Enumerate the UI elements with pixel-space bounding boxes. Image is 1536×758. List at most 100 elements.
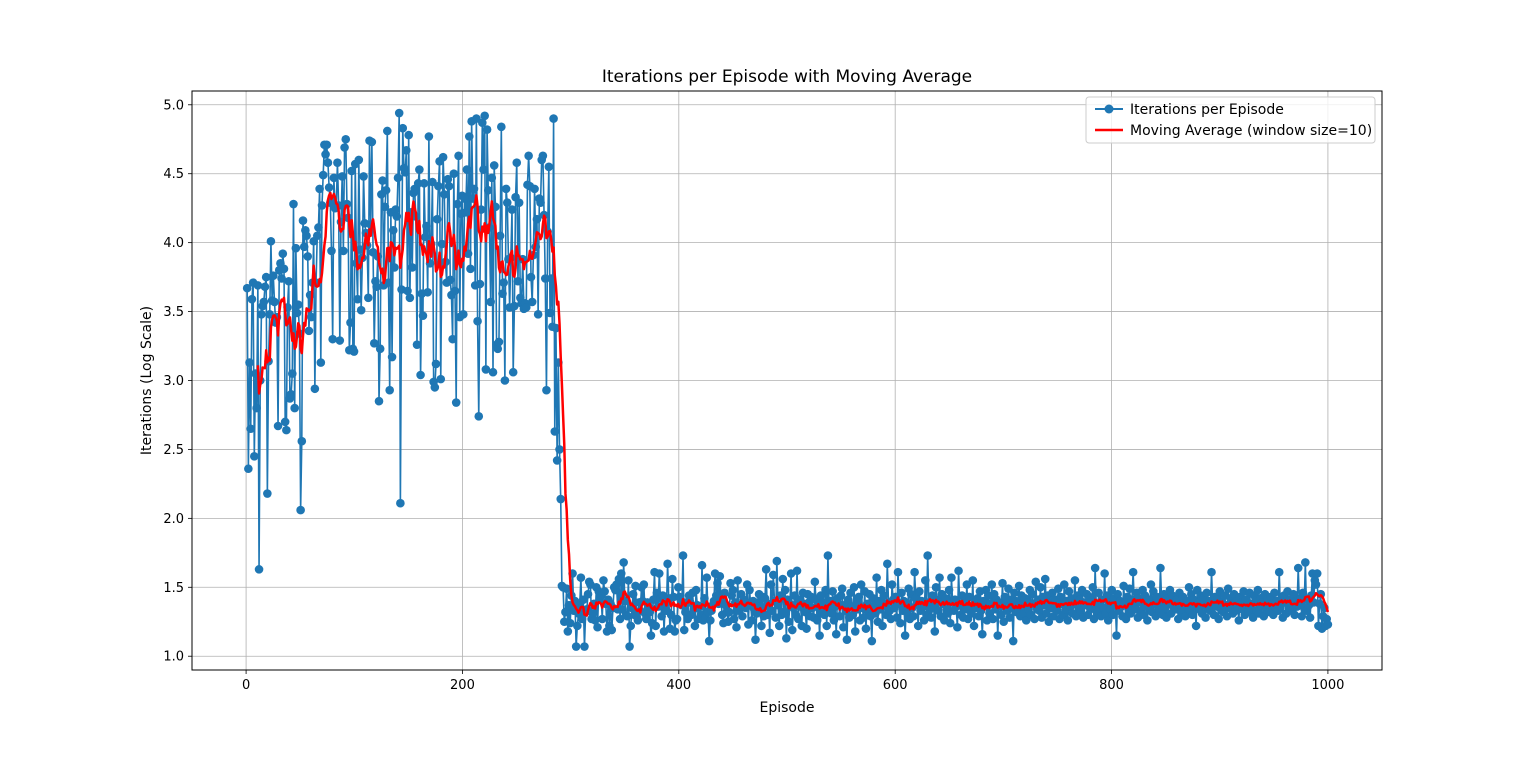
iterations-point xyxy=(246,424,256,434)
iterations-point xyxy=(887,580,897,589)
iterations-point xyxy=(624,576,633,585)
iterations-point xyxy=(597,614,607,624)
iterations-point xyxy=(752,609,761,618)
legend-label-iterations: Iterations per Episode xyxy=(1130,102,1284,118)
legend-box xyxy=(1085,96,1376,144)
iterations-point xyxy=(1156,563,1165,573)
iterations-point xyxy=(500,376,510,385)
iterations-point xyxy=(828,587,837,596)
iterations-point xyxy=(812,616,822,625)
iterations-point xyxy=(900,631,910,640)
iterations-point xyxy=(482,125,492,134)
iterations-point xyxy=(260,282,270,292)
x-tick-label: 0 xyxy=(242,678,250,693)
iterations-point xyxy=(413,179,423,188)
iterations-point xyxy=(1191,621,1201,631)
iterations-point xyxy=(729,614,739,624)
iterations-point xyxy=(823,551,833,560)
iterations-point xyxy=(499,278,509,287)
y-axis-label: Iterations (Log Scale) xyxy=(139,306,155,455)
iterations-point xyxy=(1040,574,1050,584)
iterations-point xyxy=(340,143,349,152)
iterations-point xyxy=(1094,588,1103,598)
iterations-point xyxy=(279,264,289,274)
iterations-point xyxy=(622,611,632,621)
iterations-point xyxy=(527,297,537,307)
iterations-point xyxy=(339,246,348,256)
iterations-point xyxy=(304,326,314,336)
iterations-point xyxy=(607,625,617,635)
iterations-point xyxy=(552,456,562,465)
iterations-point xyxy=(451,398,461,407)
iterations-point xyxy=(1125,584,1134,593)
iterations-point xyxy=(697,560,707,570)
iterations-point xyxy=(774,621,784,631)
iterations-point xyxy=(733,576,742,585)
iterations-point xyxy=(713,578,722,588)
iterations-point xyxy=(347,166,356,176)
iterations-point xyxy=(599,576,608,585)
iterations-point xyxy=(322,140,332,150)
iterations-point xyxy=(947,573,956,582)
iterations-point xyxy=(878,621,887,631)
x-tick-label: 200 xyxy=(450,678,475,693)
iterations-point xyxy=(883,559,892,569)
iterations-point xyxy=(462,165,472,174)
iterations-point xyxy=(1207,567,1216,577)
iterations-point xyxy=(383,126,392,136)
iterations-point xyxy=(915,587,924,596)
x-tick-label: 800 xyxy=(1099,678,1124,693)
iterations-point xyxy=(822,621,832,631)
iterations-point xyxy=(850,627,860,636)
iterations-point xyxy=(945,618,955,628)
iterations-point xyxy=(628,589,638,599)
iterations-point xyxy=(521,303,531,312)
iterations-point xyxy=(315,184,324,194)
iterations-point xyxy=(318,170,328,180)
iterations-point xyxy=(292,308,302,318)
iterations-point xyxy=(625,642,634,651)
iterations-point xyxy=(538,151,548,161)
iterations-point xyxy=(590,616,600,625)
iterations-point xyxy=(369,338,379,348)
iterations-point xyxy=(533,310,543,319)
iterations-point xyxy=(356,305,366,315)
iterations-point xyxy=(381,185,391,195)
iterations-point xyxy=(550,427,560,436)
iterations-point xyxy=(270,297,279,307)
iterations-point xyxy=(1323,620,1333,629)
iterations-point xyxy=(1214,614,1223,624)
iterations-point xyxy=(835,611,845,621)
iterations-point xyxy=(1173,614,1183,624)
iterations-point xyxy=(1188,610,1197,620)
iterations-point xyxy=(524,151,533,161)
iterations-point xyxy=(815,631,824,640)
iterations-point xyxy=(1290,610,1299,620)
iterations-point xyxy=(745,585,754,595)
iterations-point xyxy=(449,169,459,179)
iterations-point xyxy=(303,252,313,261)
iterations-point xyxy=(577,614,587,624)
iterations-point xyxy=(288,369,297,378)
iterations-point xyxy=(588,609,598,618)
iterations-point xyxy=(935,573,944,582)
iterations-point xyxy=(1112,631,1121,640)
iterations-point xyxy=(474,412,484,421)
iterations-point xyxy=(691,585,701,595)
iterations-point xyxy=(488,367,498,377)
iterations-point xyxy=(923,551,932,560)
iterations-point xyxy=(328,334,337,344)
iterations-point xyxy=(1070,576,1080,585)
iterations-point xyxy=(532,214,542,224)
iterations-point xyxy=(1289,589,1298,599)
iterations-point xyxy=(269,271,278,281)
legend: Iterations per Episode Moving Average (w… xyxy=(1085,96,1376,144)
iterations-point xyxy=(480,111,490,121)
iterations-point xyxy=(571,642,581,651)
iterations-point xyxy=(787,625,797,635)
iterations-point xyxy=(561,607,570,617)
legend-marker-iterations xyxy=(1104,104,1114,114)
iterations-point xyxy=(678,551,688,560)
iterations-point xyxy=(469,184,479,194)
